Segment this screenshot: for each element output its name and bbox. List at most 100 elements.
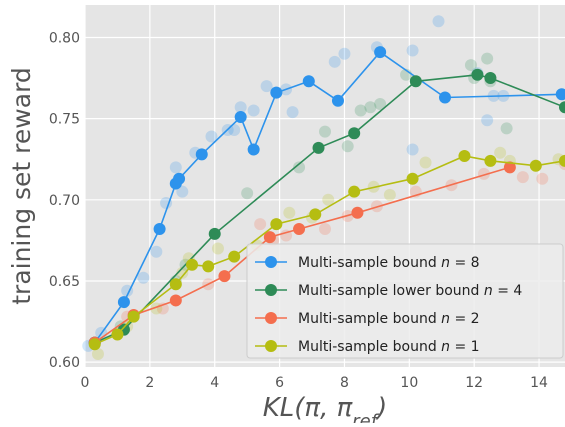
- y-tick-label: 0.70: [49, 193, 80, 209]
- y-tick-label: 0.75: [49, 112, 80, 128]
- series-line-4: [88, 149, 565, 351]
- x-tick-label: 0: [81, 375, 90, 391]
- line-point: [351, 206, 364, 219]
- line-point: [127, 310, 140, 323]
- line-point: [529, 159, 542, 172]
- scatter-point: [481, 114, 494, 127]
- line-point: [312, 141, 325, 154]
- y-tick-label: 0.60: [49, 355, 80, 371]
- scatter-point: [354, 104, 367, 117]
- scatter-point: [293, 161, 306, 174]
- x-tick-label: 2: [145, 375, 154, 391]
- series-layer: [82, 15, 565, 361]
- line-point: [153, 223, 166, 236]
- scatter-point: [494, 146, 507, 159]
- scatter-point: [364, 101, 377, 114]
- line-point: [88, 338, 101, 351]
- line-point: [169, 294, 182, 307]
- x-tick-label: 6: [275, 375, 284, 391]
- series-line-1: [88, 46, 565, 349]
- scatter-point: [176, 266, 189, 279]
- scatter-point: [419, 156, 432, 169]
- scatter-point: [516, 171, 529, 184]
- y-axis-label: training set reward: [7, 67, 36, 305]
- line-point: [348, 185, 361, 198]
- scatter-point: [205, 130, 218, 143]
- tick-labels: 0 2 4 6 8 10 12 14 0.60 0.65 0.70 0.75 0.80: [49, 30, 548, 391]
- line-point: [202, 260, 215, 273]
- line-point: [331, 94, 344, 107]
- line-point: [559, 101, 565, 114]
- scatter-point: [481, 52, 494, 65]
- line-point: [234, 111, 247, 124]
- x-axis-label: KL(π, πref): [263, 393, 387, 423]
- scatter-point: [432, 15, 445, 28]
- series-2: [114, 52, 513, 333]
- line-point: [218, 270, 231, 283]
- line-point: [173, 172, 186, 185]
- scatter-point: [328, 55, 341, 68]
- line-point: [458, 149, 471, 162]
- scatter-point: [322, 193, 335, 206]
- legend-label: Multi-sample bound n = 2: [298, 311, 480, 327]
- scatter-point: [241, 187, 254, 200]
- scatter-point: [254, 218, 267, 231]
- line-point: [484, 154, 497, 167]
- line-point: [406, 172, 419, 185]
- scatter-point: [383, 188, 396, 201]
- line-point: [559, 154, 565, 167]
- legend-marker: [265, 312, 277, 324]
- scatter-point: [169, 161, 182, 174]
- line-point: [293, 223, 306, 236]
- scatter-point: [374, 98, 387, 111]
- legend-label: Multi-sample lower bound n = 4: [298, 283, 522, 299]
- scatter-point: [464, 59, 477, 72]
- y-tick-label: 0.65: [49, 274, 80, 290]
- line-point: [117, 296, 130, 309]
- legend-label: Multi-sample bound n = 8: [298, 255, 480, 271]
- line-point: [309, 208, 322, 221]
- x-tick-label: 12: [465, 375, 483, 391]
- line-point: [111, 328, 124, 341]
- scatter-point: [338, 47, 351, 60]
- scatter-point: [211, 242, 224, 255]
- scatter-point: [341, 140, 354, 153]
- legend-marker: [265, 256, 277, 268]
- legend: Multi-sample bound n = 8 Multi-sample low…: [246, 243, 564, 359]
- line-point: [228, 250, 241, 263]
- line-point: [263, 231, 276, 244]
- line-point: [471, 68, 484, 81]
- scatter-point: [150, 245, 163, 258]
- scatter-point: [91, 348, 104, 361]
- line-point: [302, 75, 315, 88]
- line-point: [439, 91, 451, 104]
- scatter-point: [406, 143, 419, 156]
- legend-marker: [265, 284, 277, 296]
- line-point: [503, 161, 516, 174]
- line-point: [186, 258, 199, 271]
- scatter-point: [536, 172, 549, 185]
- line-point: [374, 46, 387, 59]
- scatter-point: [260, 80, 273, 93]
- x-tick-label: 8: [340, 375, 349, 391]
- line-point: [484, 72, 497, 85]
- scatter-point: [234, 101, 247, 114]
- scatter-point: [286, 106, 299, 119]
- line-point: [247, 143, 260, 156]
- x-tick-label: 4: [210, 375, 219, 391]
- line-point: [555, 88, 565, 101]
- scatter-point: [247, 104, 260, 117]
- legend-marker: [265, 340, 277, 352]
- line-point: [208, 227, 221, 240]
- x-tick-label: 14: [530, 375, 548, 391]
- scatter-point: [160, 197, 173, 210]
- legend-box: [246, 243, 564, 359]
- scatter-point: [228, 123, 241, 136]
- line-point: [195, 148, 208, 161]
- line-point: [169, 278, 182, 291]
- line-point: [270, 86, 283, 99]
- scatter-point: [477, 167, 490, 180]
- line-point: [348, 127, 361, 140]
